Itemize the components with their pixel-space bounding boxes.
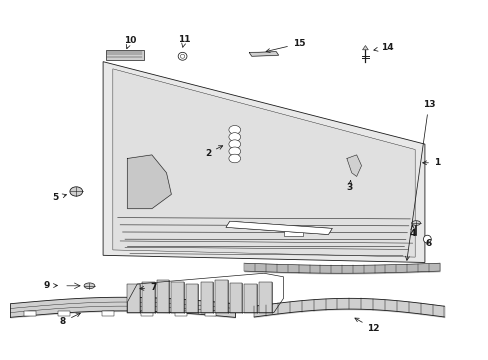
Polygon shape [103, 62, 424, 262]
Polygon shape [225, 221, 331, 234]
Polygon shape [346, 155, 361, 176]
Bar [283, 229, 303, 235]
Text: 6: 6 [425, 239, 431, 248]
Text: 1: 1 [422, 158, 439, 167]
Ellipse shape [411, 221, 420, 225]
Ellipse shape [178, 52, 186, 60]
Text: 3: 3 [346, 180, 352, 192]
Text: 7: 7 [140, 283, 156, 292]
Bar [24, 311, 36, 316]
Text: 15: 15 [265, 39, 305, 53]
Bar [58, 311, 70, 316]
Ellipse shape [423, 235, 430, 243]
Polygon shape [200, 282, 213, 313]
Bar [102, 311, 114, 316]
Ellipse shape [70, 187, 82, 196]
Polygon shape [362, 45, 367, 50]
Text: 11: 11 [178, 35, 190, 47]
Text: 13: 13 [405, 100, 434, 260]
Polygon shape [185, 284, 198, 313]
Ellipse shape [84, 283, 95, 289]
Polygon shape [113, 69, 414, 257]
Polygon shape [259, 282, 271, 313]
Polygon shape [229, 283, 242, 313]
Text: 12: 12 [354, 318, 379, 333]
Circle shape [228, 154, 240, 163]
Circle shape [228, 147, 240, 156]
Bar [204, 311, 216, 316]
Circle shape [228, 140, 240, 148]
Bar [141, 311, 153, 316]
Polygon shape [244, 284, 256, 313]
Text: 14: 14 [373, 43, 392, 52]
Bar [105, 50, 143, 60]
Text: 9: 9 [44, 281, 57, 290]
Bar [175, 311, 186, 316]
Polygon shape [225, 221, 331, 234]
Circle shape [228, 133, 240, 141]
Polygon shape [249, 51, 278, 56]
Polygon shape [127, 155, 171, 209]
Polygon shape [215, 280, 227, 313]
Circle shape [228, 126, 240, 134]
Polygon shape [127, 284, 140, 313]
Polygon shape [171, 282, 183, 313]
Text: 5: 5 [53, 193, 66, 202]
Polygon shape [157, 280, 169, 313]
Ellipse shape [180, 54, 184, 58]
Text: 10: 10 [123, 36, 136, 49]
Text: 4: 4 [409, 225, 415, 238]
Text: 2: 2 [204, 146, 222, 158]
Polygon shape [142, 282, 154, 313]
Text: 8: 8 [60, 313, 80, 326]
